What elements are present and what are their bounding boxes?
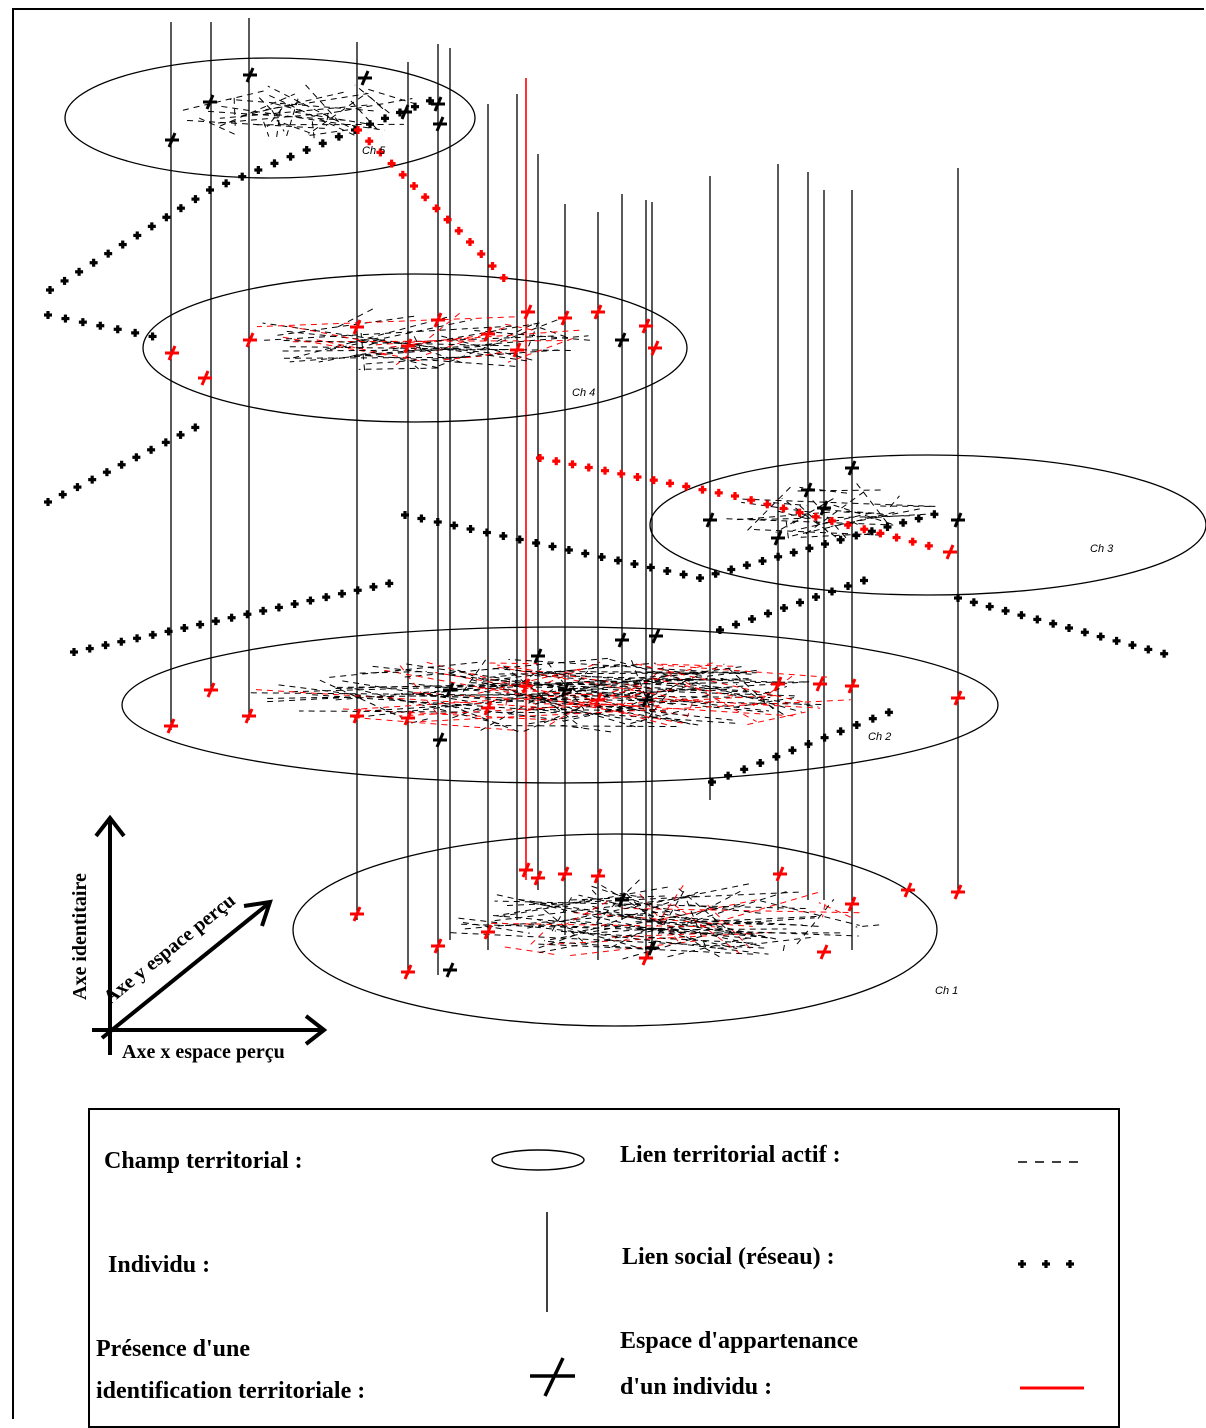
territorial-link [753,676,792,705]
axis-label-y: Axe y espace perçu [99,889,239,1009]
legend-presence-label-2: identification territoriale : [96,1376,365,1406]
territorial-link [356,355,518,367]
field-label-ch1: Ch 1 [935,985,958,997]
territorial-link [450,708,478,718]
legend-champ-label: Champ territorial : [104,1146,303,1176]
legend-espace-label-2: d'un individu : [620,1372,772,1402]
territorial-link [491,726,676,727]
territorial-link [360,671,427,673]
territorial-link [655,664,733,666]
legend-lien-actif-label: Lien territorial actif : [620,1140,841,1170]
territorial-link [460,660,486,696]
territorial-link [336,309,373,328]
territorial-link [343,709,554,720]
territorial-link [299,711,579,713]
territorial-link [264,122,269,137]
territorial-link [354,717,519,730]
territorial-link [359,368,438,369]
axis-label-identitaire: Axe identitaire [69,873,91,1000]
territorial-link [743,499,937,506]
territorial-link [293,341,569,342]
field-label-ch2: Ch 2 [868,731,891,743]
territorial-link [490,663,538,664]
field-ellipse [65,58,475,178]
territorial-link [251,693,770,698]
territorial-link [279,337,386,355]
territorial-link [256,690,537,707]
legend-lien-social-label: Lien social (réseau) : [622,1242,835,1272]
territorial-link [844,512,884,514]
territorial-fields [65,58,1206,1026]
territorial-link [822,904,824,918]
axes [92,818,324,1055]
territorial-link [611,930,644,947]
territorial-links [183,85,936,959]
territorial-link [230,99,374,110]
territorial-link [531,931,545,944]
legend-individu-label: Individu : [108,1250,210,1280]
legend-espace-label-1: Espace d'appartenance [620,1326,858,1356]
territorial-link [797,899,834,944]
territorial-link [277,121,310,133]
territorial-link [657,665,827,677]
territorial-link [355,85,389,113]
territorial-link [786,522,788,539]
field-label-ch4: Ch 4 [572,387,595,399]
territorial-link [623,908,861,912]
field-label-ch5: Ch 5 [362,145,386,157]
axis-label-x: Axe x espace perçu [122,1041,285,1063]
territorial-link [266,94,369,110]
territorial-link [262,326,512,340]
territorial-link [857,483,889,525]
territorial-link [284,357,468,358]
territorial-link [257,317,515,327]
field-ellipse [293,834,937,1026]
territorial-link [783,941,785,951]
field-ellipse [650,455,1206,595]
territorial-link [329,662,481,677]
territorial-link [801,534,873,538]
legend-presence-label-1: Présence d'une [96,1334,250,1364]
territorial-link [507,892,801,906]
individual-lines [171,18,958,975]
territorial-link [693,891,741,916]
field-label-ch3: Ch 3 [1090,543,1114,555]
territorial-link [275,316,414,335]
territorial-link [500,946,554,954]
territorial-link [496,899,596,916]
